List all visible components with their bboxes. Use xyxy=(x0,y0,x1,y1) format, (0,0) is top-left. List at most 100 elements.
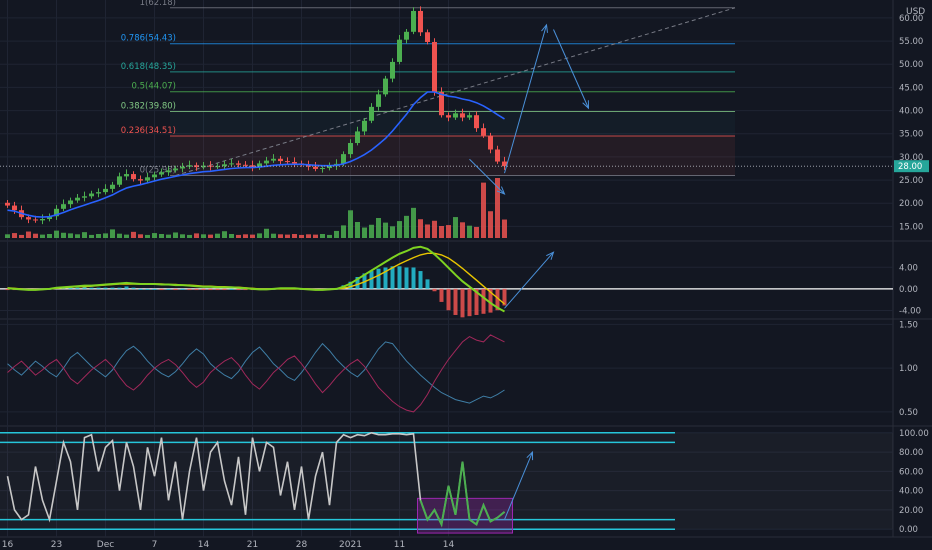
rsi-y-tick-label: 40.00 xyxy=(899,487,923,497)
candle-body[interactable] xyxy=(257,163,262,168)
rsi-y-tick-label: 60.00 xyxy=(899,467,923,477)
candle-body[interactable] xyxy=(131,174,136,180)
candle-body[interactable] xyxy=(243,164,248,166)
macd-histogram-bar xyxy=(215,288,220,291)
rsi-y-tick-label: 80.00 xyxy=(899,448,923,458)
last-price-tag xyxy=(894,160,929,173)
rsi-y-tick-label: 0.00 xyxy=(899,525,918,535)
candle-body[interactable] xyxy=(390,61,395,79)
macd-histogram-bar xyxy=(89,287,94,289)
oscillator-line-a xyxy=(7,341,505,404)
candle-body[interactable] xyxy=(271,158,276,161)
macd-histogram-bar xyxy=(243,288,248,291)
candle-body[interactable] xyxy=(453,113,458,118)
rsi-pane[interactable] xyxy=(0,431,893,534)
candle-body[interactable] xyxy=(145,177,150,181)
candle-body[interactable] xyxy=(124,174,129,177)
volume-bar xyxy=(264,228,269,238)
candle-body[interactable] xyxy=(341,154,346,164)
candle-body[interactable] xyxy=(264,160,269,164)
volume-bar xyxy=(376,218,381,238)
candle-body[interactable] xyxy=(117,176,122,185)
volume-bar xyxy=(166,234,171,238)
candle-body[interactable] xyxy=(362,120,367,132)
candle-body[interactable] xyxy=(138,179,143,181)
candle-body[interactable] xyxy=(369,106,374,121)
candle-body[interactable] xyxy=(285,161,290,163)
volume-bar xyxy=(229,234,234,238)
candle-body[interactable] xyxy=(75,197,80,201)
candle-body[interactable] xyxy=(404,31,409,40)
candle-body[interactable] xyxy=(89,193,94,197)
candle-body[interactable] xyxy=(12,205,17,211)
candle-body[interactable] xyxy=(47,216,52,220)
macd-histogram-bar xyxy=(110,287,115,289)
macd-histogram-bar xyxy=(355,276,360,289)
candle-body[interactable] xyxy=(313,166,318,169)
macd-histogram-bar xyxy=(453,288,458,315)
macd-histogram-bar xyxy=(229,288,234,290)
candle-body[interactable] xyxy=(327,166,332,169)
candle-body[interactable] xyxy=(215,166,220,168)
candle-body[interactable] xyxy=(103,188,108,193)
candle-body[interactable] xyxy=(110,184,115,189)
candle-body[interactable] xyxy=(320,168,325,170)
candle-body[interactable] xyxy=(180,166,185,169)
candle-body[interactable] xyxy=(460,113,465,118)
candle-body[interactable] xyxy=(96,192,101,194)
candle-body[interactable] xyxy=(26,217,31,220)
candle-body[interactable] xyxy=(432,41,437,93)
price-pane[interactable]: 1(62.18) 0.786(54.43) 0.618(48.35) 0.5(44.0… xyxy=(0,0,929,238)
candle-body[interactable] xyxy=(488,135,493,150)
candle-body[interactable] xyxy=(467,115,472,118)
candle-body[interactable] xyxy=(425,32,430,42)
candle-body[interactable] xyxy=(194,165,199,168)
candle-body[interactable] xyxy=(278,158,283,162)
candle-body[interactable] xyxy=(61,204,66,209)
candle-body[interactable] xyxy=(201,165,206,168)
candle-body[interactable] xyxy=(68,200,73,205)
candle-body[interactable] xyxy=(82,196,87,198)
candle-body[interactable] xyxy=(166,170,171,173)
candle-body[interactable] xyxy=(418,10,423,33)
projection-arrow-3-shaft xyxy=(504,251,554,309)
macd-histogram-bar xyxy=(369,271,374,289)
macd-histogram-bar xyxy=(201,288,206,291)
macd-histogram-bar xyxy=(467,288,472,317)
candle-body[interactable] xyxy=(40,219,45,221)
candle-body[interactable] xyxy=(481,128,486,136)
projection-arrow-2-head xyxy=(496,186,506,195)
candle-body[interactable] xyxy=(229,163,234,165)
candle-body[interactable] xyxy=(411,10,416,32)
candle-body[interactable] xyxy=(222,164,227,167)
volume-bar xyxy=(278,234,283,238)
macd-histogram-bar xyxy=(348,281,353,289)
candle-body[interactable] xyxy=(446,115,451,118)
projection-arrow-3-head xyxy=(546,251,555,260)
candle-body[interactable] xyxy=(502,161,507,167)
candle-body[interactable] xyxy=(355,131,360,144)
oscillator-pane[interactable] xyxy=(7,334,505,413)
candle-body[interactable] xyxy=(159,172,164,175)
candle-body[interactable] xyxy=(397,39,402,62)
candle-body[interactable] xyxy=(54,208,59,217)
candle-body[interactable] xyxy=(292,162,297,164)
x-tick-label: 14 xyxy=(443,540,455,550)
candle-body[interactable] xyxy=(474,115,479,129)
candle-body[interactable] xyxy=(152,174,157,178)
volume-bar xyxy=(5,234,10,238)
price-y-tick-label: 55.00 xyxy=(899,37,923,47)
candle-body[interactable] xyxy=(5,202,10,206)
candle-body[interactable] xyxy=(173,168,178,171)
candle-body[interactable] xyxy=(495,149,500,162)
last-price-text: 28.00 xyxy=(898,162,922,172)
candle-body[interactable] xyxy=(439,92,444,116)
candle-body[interactable] xyxy=(376,94,381,107)
candle-body[interactable] xyxy=(383,78,388,95)
macd-pane[interactable] xyxy=(0,245,893,318)
candle-body[interactable] xyxy=(236,163,241,165)
macd-histogram-bar xyxy=(418,271,423,289)
candle-body[interactable] xyxy=(33,219,38,221)
candle-body[interactable] xyxy=(348,143,353,155)
